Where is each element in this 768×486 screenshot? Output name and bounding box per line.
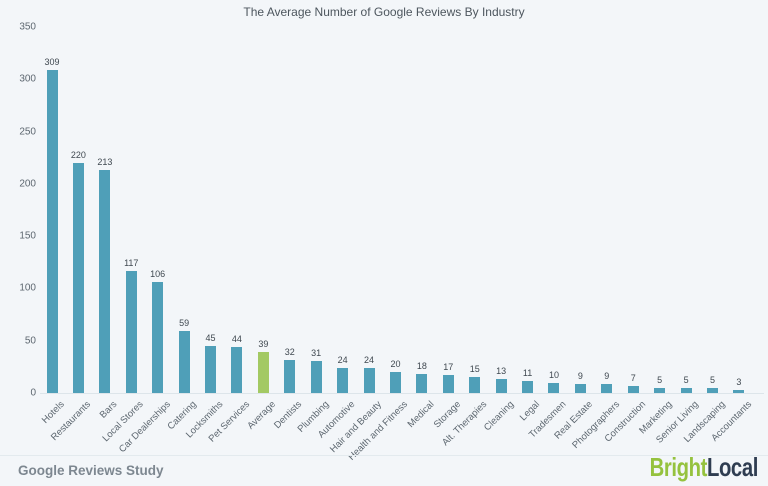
bar-value-label: 39 bbox=[258, 339, 269, 350]
bar bbox=[46, 69, 58, 393]
bar bbox=[337, 367, 349, 393]
bar bbox=[495, 379, 507, 393]
bar bbox=[99, 170, 111, 393]
bar-value-label: 18 bbox=[416, 361, 427, 372]
bar-value-label: 45 bbox=[205, 332, 216, 343]
bar bbox=[733, 389, 745, 393]
y-axis-tick-label: 300 bbox=[19, 73, 36, 85]
y-axis-tick-label: 100 bbox=[19, 282, 36, 294]
bar bbox=[389, 372, 401, 393]
y-axis-tick-label: 350 bbox=[19, 21, 36, 33]
bar-value-label: 106 bbox=[150, 269, 166, 280]
brand-part-bright: Bright bbox=[649, 452, 708, 482]
y-axis-tick-label: 150 bbox=[19, 230, 36, 242]
bar bbox=[363, 367, 375, 393]
y-axis-tick-label: 0 bbox=[30, 387, 36, 399]
bar bbox=[416, 374, 428, 393]
y-axis-tick-label: 250 bbox=[19, 126, 36, 138]
bar-value-label: 3 bbox=[736, 376, 742, 387]
brightlocal-logo: BrightLocal bbox=[649, 452, 759, 483]
bar bbox=[548, 382, 560, 393]
y-axis-tick-label: 50 bbox=[24, 335, 36, 347]
x-axis-category-label: Average bbox=[245, 399, 279, 432]
bar-value-label: 44 bbox=[231, 333, 242, 344]
bar-value-label: 20 bbox=[390, 359, 401, 370]
bar bbox=[707, 387, 718, 393]
bar-value-label: 7 bbox=[630, 372, 636, 383]
bar bbox=[178, 331, 190, 393]
bar-value-label: 9 bbox=[604, 370, 610, 381]
x-axis-category-label: Medical bbox=[405, 399, 437, 430]
bar bbox=[654, 387, 666, 393]
bar-value-label: 59 bbox=[179, 318, 190, 329]
bar bbox=[601, 383, 613, 393]
bar-value-label: 17 bbox=[443, 362, 454, 373]
bar-value-label: 309 bbox=[44, 56, 60, 67]
x-axis-category-label: Bars bbox=[98, 399, 120, 421]
bar-value-label: 213 bbox=[97, 157, 113, 168]
bar-value-label: 24 bbox=[337, 354, 348, 365]
bar bbox=[310, 360, 322, 393]
bar-value-label: 15 bbox=[469, 364, 480, 375]
bar-value-label: 5 bbox=[709, 374, 715, 385]
bar-value-label: 5 bbox=[657, 374, 663, 385]
bar-value-label: 32 bbox=[284, 346, 295, 357]
source-label: Google Reviews Study bbox=[18, 463, 164, 478]
bar-value-label: 9 bbox=[577, 370, 583, 381]
bar-value-label: 13 bbox=[496, 366, 507, 377]
bar-value-label: 5 bbox=[683, 374, 689, 385]
bar bbox=[72, 162, 84, 393]
bar bbox=[205, 345, 217, 393]
bar-value-label: 11 bbox=[522, 368, 533, 379]
brand-part-local: Local bbox=[706, 452, 758, 482]
bar bbox=[284, 359, 296, 393]
bar bbox=[469, 377, 481, 393]
bar bbox=[680, 387, 692, 393]
chart-title: The Average Number of Google Reviews By … bbox=[243, 5, 525, 19]
bar bbox=[152, 282, 164, 393]
bar bbox=[522, 381, 534, 393]
footer: Google Reviews Study BrightLocal bbox=[0, 452, 768, 486]
bar-value-label: 24 bbox=[364, 354, 375, 365]
bar-value-label: 31 bbox=[311, 347, 322, 358]
bar bbox=[125, 270, 137, 393]
bar bbox=[627, 385, 639, 393]
bar-value-label: 10 bbox=[548, 369, 559, 380]
x-axis-line bbox=[40, 393, 764, 394]
bar bbox=[231, 346, 243, 393]
bar bbox=[442, 375, 454, 393]
bar-value-label: 117 bbox=[124, 257, 139, 268]
bar-value-label: 220 bbox=[70, 149, 86, 160]
bar-average-highlight bbox=[257, 352, 269, 393]
y-axis-tick-label: 200 bbox=[19, 178, 36, 190]
bar bbox=[574, 383, 586, 393]
